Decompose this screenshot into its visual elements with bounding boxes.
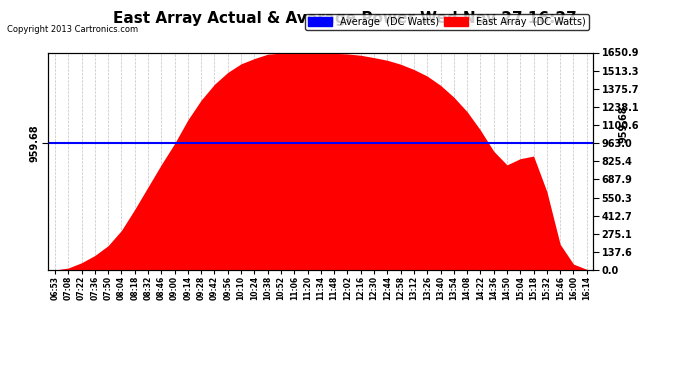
Text: East Array Actual & Average Power Wed Nov 27 16:27: East Array Actual & Average Power Wed No… <box>113 11 577 26</box>
Text: Copyright 2013 Cartronics.com: Copyright 2013 Cartronics.com <box>7 25 138 34</box>
Text: 959.68: 959.68 <box>619 105 629 143</box>
Legend: Average  (DC Watts), East Array  (DC Watts): Average (DC Watts), East Array (DC Watts… <box>305 14 589 30</box>
